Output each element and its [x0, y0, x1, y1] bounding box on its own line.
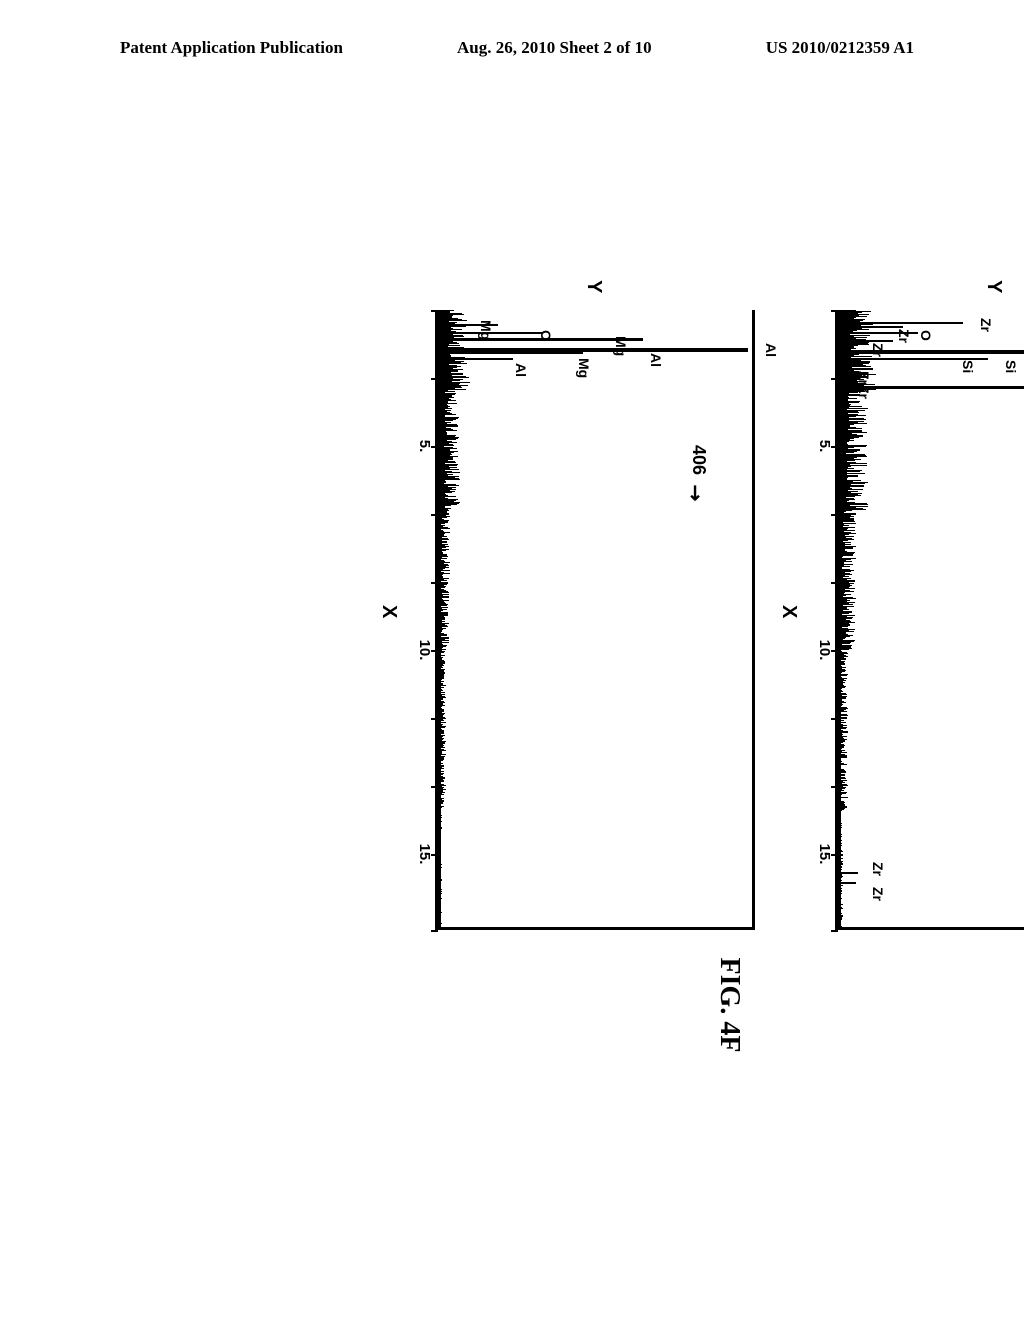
peak-label: Si [960, 360, 976, 373]
xtick-mark [831, 582, 838, 584]
peak-label: O [918, 330, 934, 341]
spectrum-plot-4f: 406 ↘ 5.10.15.MgOMgAlAlMgAl [435, 310, 755, 930]
spectrum-peak [838, 368, 873, 370]
figures-container: Y X FIG. 1C (PRIOR ART) 104 ↘ 5.10.15.Zr… [0, 280, 1024, 1040]
spectrum-peak [838, 872, 858, 874]
spectrum-peak [838, 882, 856, 884]
spectrum-peak [838, 326, 903, 328]
page-header: Patent Application Publication Aug. 26, … [0, 38, 1024, 58]
reference-arrow-406: 406 ↘ [687, 445, 712, 497]
spectrum-peak [438, 352, 583, 354]
spectrum-peak [838, 340, 893, 342]
xtick-label: 15. [416, 844, 433, 865]
xtick-mark [831, 718, 838, 720]
spectrum-plot-1c: 104 ↘ 5.10.15.ZrZrOZrZrSiSiZrZrZrZrZr [835, 310, 1024, 930]
noise-floor [438, 310, 498, 930]
arrow-icon: ↘ [680, 478, 710, 508]
figure-4f: Y X FIG. 4F 406 ↘ 5.10.15.MgOMgAlAlMgAl [385, 280, 755, 1040]
y-axis-label: Y [582, 280, 605, 293]
xtick-mark [831, 514, 838, 516]
xtick-mark [831, 786, 838, 788]
figure-1c: Y X FIG. 1C (PRIOR ART) 104 ↘ 5.10.15.Zr… [785, 280, 1024, 1040]
x-axis-label: X [377, 605, 400, 618]
spectrum-peak [838, 322, 963, 324]
header-left: Patent Application Publication [120, 38, 343, 58]
xtick-label: 5. [816, 440, 833, 453]
figure-title: FIG. 4F [713, 940, 745, 1070]
peak-label: Si [1003, 360, 1019, 373]
y-axis-label: Y [982, 280, 1005, 293]
spectrum-peak [838, 386, 1024, 389]
xtick-label: 5. [416, 440, 433, 453]
xtick-label: 15. [816, 844, 833, 865]
xtick-mark [831, 378, 838, 380]
peak-label: Mg [576, 358, 592, 378]
x-axis-label: X [777, 605, 800, 618]
spectrum-peak [838, 332, 918, 334]
xtick-mark [431, 378, 438, 380]
spectrum-peak [838, 350, 1024, 354]
noise-floor [838, 310, 898, 930]
peak-label: Zr [978, 318, 994, 332]
xtick-mark [831, 930, 838, 932]
xtick-mark [431, 930, 438, 932]
xtick-mark [431, 310, 438, 312]
peak-label: Al [513, 363, 529, 377]
xtick-mark [431, 582, 438, 584]
peak-label: Al [763, 343, 779, 357]
spectrum-peak [838, 372, 868, 374]
spectrum-peak [438, 358, 513, 360]
peak-label: Mg [613, 336, 629, 356]
peak-label: Zr [870, 862, 886, 876]
xtick-mark [431, 786, 438, 788]
header-center: Aug. 26, 2010 Sheet 2 of 10 [457, 38, 652, 58]
peak-label: Zr [870, 887, 886, 901]
spectrum-peak [438, 332, 543, 334]
xtick-mark [431, 718, 438, 720]
xtick-label: 10. [816, 640, 833, 661]
xtick-mark [831, 310, 838, 312]
peak-label: Al [648, 353, 664, 367]
header-right: US 2010/0212359 A1 [766, 38, 914, 58]
xtick-mark [431, 514, 438, 516]
xtick-label: 10. [416, 640, 433, 661]
